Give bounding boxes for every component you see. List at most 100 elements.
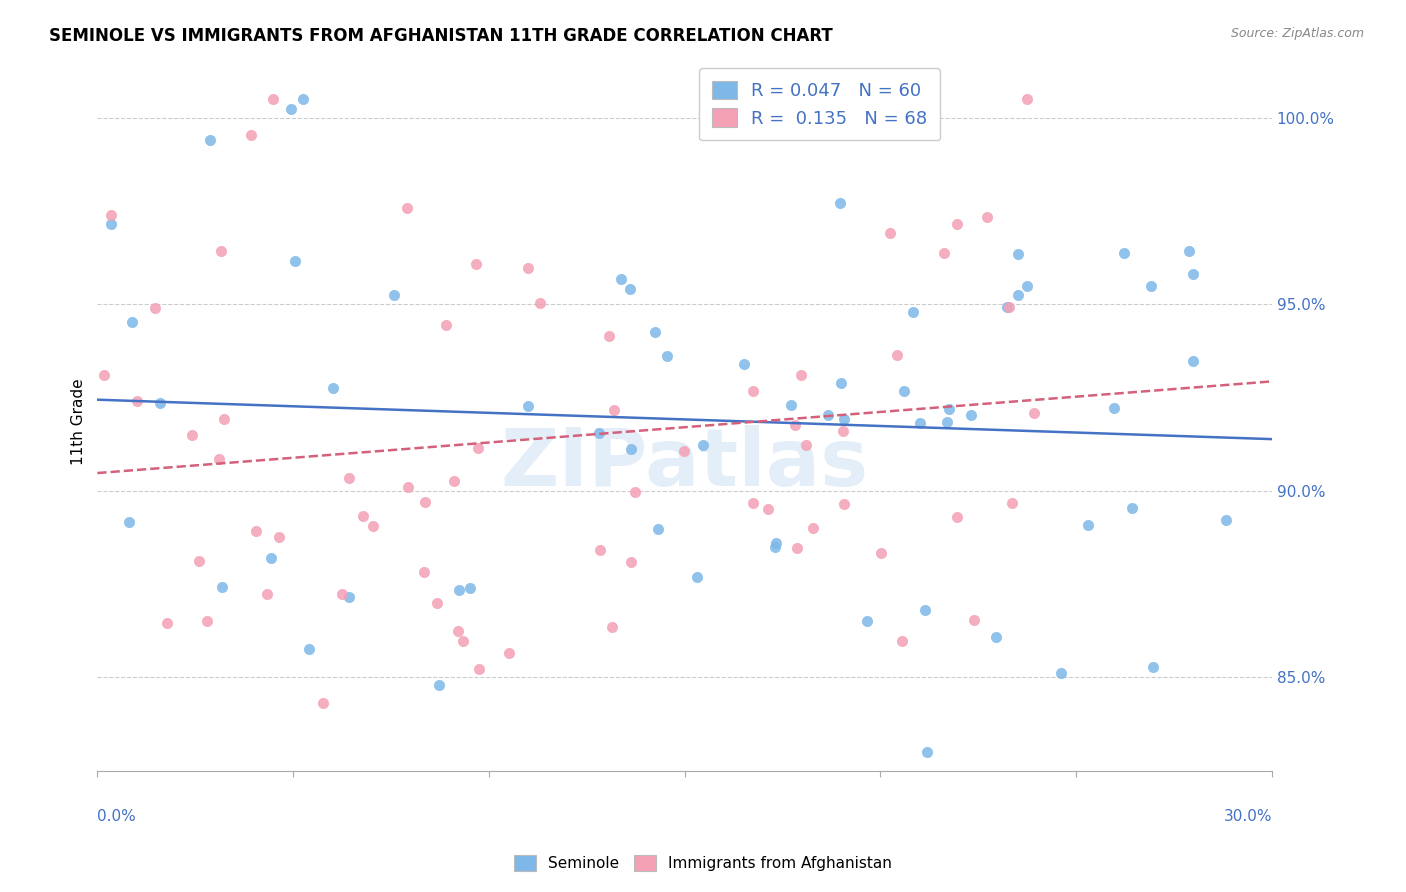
Point (467, 663, 489, 677)
Point (600, 619, 623, 633)
Point (1017, 278, 1039, 293)
Point (801, 520, 824, 534)
Point (742, 384, 765, 398)
Point (188, 554, 211, 568)
Point (245, 524, 267, 539)
Point (946, 509, 969, 524)
Point (412, 566, 434, 580)
Point (181, 428, 204, 442)
Point (789, 368, 811, 383)
Point (832, 412, 855, 426)
Point (620, 555, 643, 569)
Point (1022, 406, 1045, 420)
Point (156, 616, 179, 631)
Point (434, 318, 457, 333)
Legend: R = 0.047   N = 60, R =  0.135   N = 68: R = 0.047 N = 60, R = 0.135 N = 68 (699, 69, 941, 140)
Point (644, 325, 666, 339)
Point (1178, 244, 1201, 259)
Point (149, 395, 172, 409)
Point (893, 384, 915, 398)
Point (426, 596, 449, 610)
Point (945, 217, 967, 231)
Point (467, 441, 489, 455)
Point (352, 509, 374, 524)
Point (195, 614, 218, 628)
Point (1077, 517, 1099, 532)
Point (657, 350, 679, 364)
Point (786, 541, 808, 555)
Point (960, 408, 983, 422)
Point (936, 416, 959, 430)
Text: Source: ZipAtlas.com: Source: ZipAtlas.com (1230, 27, 1364, 40)
Point (1215, 513, 1237, 527)
Point (312, 696, 335, 710)
Point (260, 551, 283, 566)
Point (125, 394, 148, 409)
Point (624, 484, 647, 499)
Legend: Seminole, Immigrants from Afghanistan: Seminole, Immigrants from Afghanistan (508, 849, 898, 877)
Point (832, 497, 855, 511)
Point (901, 305, 924, 319)
Point (337, 471, 360, 485)
Point (143, 301, 166, 316)
Point (269, 530, 291, 544)
Point (932, 245, 955, 260)
Point (765, 536, 787, 550)
Point (598, 329, 620, 343)
Point (914, 603, 936, 617)
Text: 0.0%: 0.0% (97, 809, 136, 824)
Point (118, 515, 141, 529)
Point (427, 678, 450, 692)
Point (322, 381, 344, 395)
Point (93, 368, 115, 382)
Point (603, 403, 626, 417)
Point (100, 217, 122, 231)
Point (198, 133, 221, 147)
Point (672, 444, 695, 458)
Point (976, 210, 998, 224)
Point (908, 416, 931, 430)
Point (1102, 401, 1125, 416)
Point (758, 92, 780, 106)
Point (1007, 247, 1029, 261)
Point (240, 128, 263, 143)
Point (870, 546, 893, 560)
Point (529, 296, 551, 310)
Point (208, 452, 231, 467)
Point (794, 438, 817, 452)
Point (413, 494, 436, 508)
Point (741, 496, 763, 510)
Point (262, 92, 284, 106)
Point (516, 260, 538, 275)
Point (856, 614, 879, 628)
Point (211, 581, 233, 595)
Point (1140, 279, 1163, 293)
Point (337, 591, 360, 605)
Point (963, 613, 986, 627)
Point (382, 288, 405, 302)
Point (692, 438, 714, 452)
Point (686, 569, 709, 583)
Point (886, 348, 908, 362)
Point (1001, 496, 1024, 510)
Point (280, 103, 302, 117)
Point (209, 244, 232, 258)
Point (831, 424, 853, 438)
Text: ZIPatlas: ZIPatlas (501, 425, 869, 503)
Point (779, 125, 801, 139)
Point (451, 634, 474, 648)
Text: 30.0%: 30.0% (1223, 809, 1272, 824)
Y-axis label: 11th Grade: 11th Grade (72, 378, 86, 466)
Point (330, 587, 353, 601)
Point (1121, 500, 1143, 515)
Point (588, 425, 610, 440)
Point (783, 417, 806, 432)
Point (647, 522, 669, 536)
Point (1050, 666, 1073, 681)
Point (298, 641, 321, 656)
Point (1181, 353, 1204, 368)
Point (830, 196, 852, 211)
Point (997, 301, 1019, 315)
Point (984, 630, 1007, 644)
Point (121, 315, 143, 329)
